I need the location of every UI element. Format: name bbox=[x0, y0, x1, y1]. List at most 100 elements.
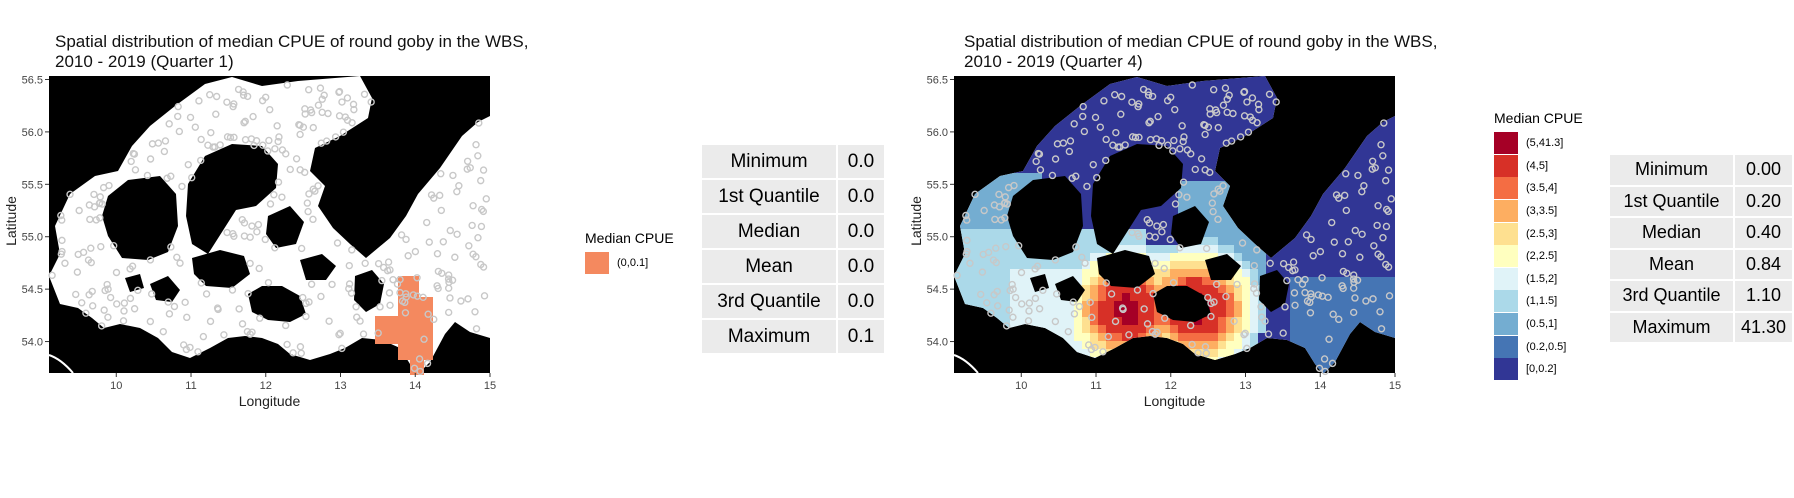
cpue-cell bbox=[1202, 261, 1210, 269]
stats-name: Maximum bbox=[1610, 312, 1733, 342]
cpue-cell bbox=[1234, 325, 1242, 333]
cpue-cell bbox=[1146, 77, 1154, 85]
sample-stations bbox=[953, 81, 1395, 376]
station-point bbox=[1314, 291, 1323, 299]
station-point bbox=[274, 178, 283, 186]
station-point bbox=[1349, 308, 1358, 317]
station-point bbox=[1253, 119, 1261, 127]
cpue-cell bbox=[1362, 173, 1370, 181]
cpue-cell bbox=[970, 205, 978, 213]
station-point bbox=[278, 146, 287, 154]
cpue-cell bbox=[1258, 109, 1266, 117]
cpue-cell bbox=[1378, 245, 1386, 253]
cpue-cell bbox=[1234, 293, 1242, 301]
y-tick-label: 54.0 bbox=[22, 337, 43, 349]
cpue-cell bbox=[986, 277, 994, 285]
station-point bbox=[1265, 90, 1274, 98]
station-point bbox=[113, 300, 121, 308]
legend-label: (2,2.5] bbox=[1526, 250, 1558, 263]
cpue-cell bbox=[1050, 149, 1058, 157]
cpue-cell bbox=[1314, 285, 1322, 293]
y-tick-label: 54.0 bbox=[927, 337, 948, 349]
station-point bbox=[176, 259, 184, 267]
cpue-cell bbox=[1370, 277, 1378, 285]
cpue-cell bbox=[1386, 149, 1394, 157]
cpue-cell bbox=[1330, 277, 1338, 285]
cpue-cell bbox=[1362, 269, 1370, 277]
cpue-cell bbox=[1218, 341, 1226, 349]
station-point bbox=[309, 123, 317, 132]
station-point bbox=[126, 294, 135, 303]
cpue-cell bbox=[1226, 237, 1234, 245]
station-point bbox=[1052, 290, 1061, 298]
cpue-cell bbox=[1290, 293, 1298, 301]
station-point bbox=[1207, 312, 1215, 321]
cpue-cell bbox=[1378, 205, 1386, 213]
cpue-cell bbox=[1114, 285, 1122, 293]
cpue-cell bbox=[1354, 149, 1362, 157]
cpue-cell bbox=[1218, 349, 1226, 357]
cpue-cell bbox=[1218, 181, 1226, 189]
map-title-q1: Spatial distribution of median CPUE of r… bbox=[55, 32, 529, 71]
station-point bbox=[241, 117, 249, 126]
cpue-cell bbox=[1170, 149, 1178, 157]
island bbox=[300, 254, 336, 280]
cpue-cell bbox=[1330, 261, 1338, 269]
cpue-cell bbox=[970, 245, 978, 253]
cpue-cell bbox=[1346, 277, 1354, 285]
cpue-cell bbox=[1154, 245, 1162, 253]
cpue-cell bbox=[1178, 197, 1186, 205]
cpue-cell bbox=[1194, 133, 1202, 141]
cpue-cell bbox=[1154, 125, 1162, 133]
cpue-cell bbox=[382, 323, 389, 330]
cpue-cell bbox=[1386, 269, 1394, 277]
cpue-cell bbox=[1194, 109, 1202, 117]
cpue-cell bbox=[1346, 173, 1354, 181]
cpue-cell bbox=[1154, 317, 1162, 325]
station-point bbox=[1001, 199, 1009, 207]
cpue-cell bbox=[426, 297, 433, 304]
station-point bbox=[72, 290, 80, 299]
cpue-cell bbox=[994, 237, 1002, 245]
cpue-cell bbox=[1194, 261, 1202, 269]
cpue-cell bbox=[1242, 237, 1250, 245]
cpue-cell bbox=[1250, 77, 1258, 85]
cpue-cell bbox=[1346, 213, 1354, 221]
station-point bbox=[1362, 297, 1370, 305]
cpue-cell bbox=[1298, 237, 1306, 245]
station-point bbox=[73, 268, 82, 276]
cpue-cell bbox=[1354, 317, 1362, 325]
cpue-cell bbox=[1202, 93, 1210, 101]
station-point bbox=[258, 96, 267, 105]
cpue-cell bbox=[1186, 157, 1194, 165]
cpue-cell bbox=[1370, 149, 1378, 157]
cpue-cell bbox=[1122, 309, 1130, 317]
cpue-cell bbox=[978, 261, 986, 269]
cpue-cell bbox=[1138, 117, 1146, 125]
cpue-cell bbox=[405, 318, 412, 325]
cpue-cell bbox=[1194, 157, 1202, 165]
cpue-cell bbox=[1298, 309, 1306, 317]
cpue-cell bbox=[1178, 109, 1186, 117]
cpue-cell bbox=[1258, 253, 1266, 261]
cpue-cell bbox=[1154, 141, 1162, 149]
cpue-cell bbox=[1138, 229, 1146, 237]
cpue-cell bbox=[1082, 189, 1090, 197]
station-point bbox=[401, 298, 409, 307]
cpue-cell bbox=[1098, 301, 1106, 309]
stats-row: 3rd Quantile 1.10 bbox=[1610, 281, 1792, 311]
cpue-cell bbox=[1178, 269, 1186, 277]
cpue-cell bbox=[1242, 309, 1250, 317]
cpue-cell bbox=[1114, 293, 1122, 301]
cpue-cell bbox=[1258, 269, 1266, 277]
stats-row: 1st Quantile 0.0 bbox=[702, 180, 884, 213]
cpue-cell bbox=[1354, 213, 1362, 221]
cpue-cell bbox=[1186, 173, 1194, 181]
cpue-cell bbox=[1338, 173, 1346, 181]
station-point bbox=[74, 250, 82, 259]
stats-row: Mean 0.0 bbox=[702, 250, 884, 283]
cpue-cell bbox=[978, 269, 986, 277]
cpue-cell bbox=[970, 269, 978, 277]
cpue-cell bbox=[1162, 141, 1170, 149]
station-point bbox=[1222, 139, 1231, 147]
